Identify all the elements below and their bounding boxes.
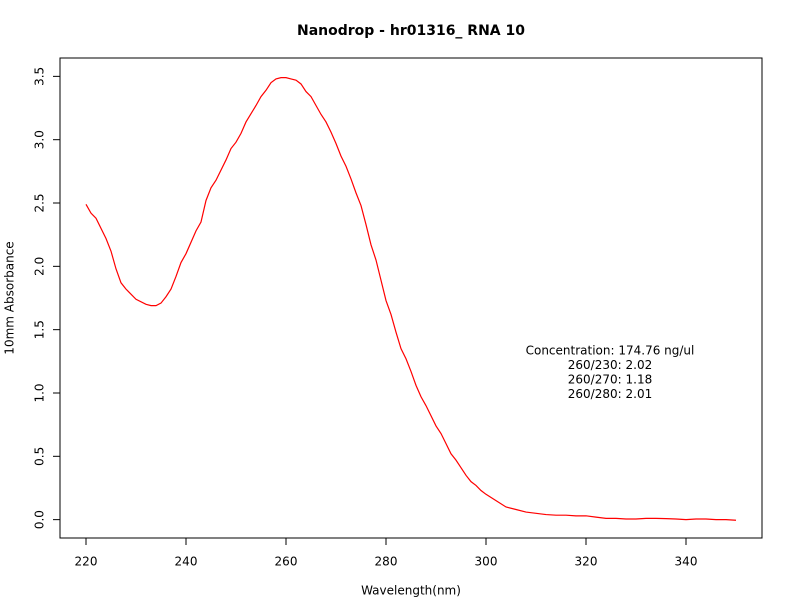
y-tick-label: 2.0 — [33, 257, 47, 276]
y-tick-label: 2.5 — [33, 193, 47, 212]
y-tick-label: 3.0 — [33, 130, 47, 149]
annotation: Concentration: 174.76 ng/ul — [526, 344, 695, 358]
x-tick-label: 340 — [675, 555, 698, 569]
x-tick-label: 300 — [475, 555, 498, 569]
y-axis-label: 10mm Absorbance — [3, 241, 17, 354]
y-tick-label: 1.5 — [33, 320, 47, 339]
x-tick-label: 240 — [175, 555, 198, 569]
annotation: 260/280: 2.01 — [568, 387, 652, 401]
x-axis-label: Wavelength(nm) — [361, 584, 461, 598]
data-line — [85, 77, 737, 521]
annotation: 260/230: 2.02 — [568, 358, 652, 372]
plot-frame — [59, 57, 763, 539]
y-tick-label: 3.5 — [33, 67, 47, 86]
annotation: 260/270: 1.18 — [568, 373, 652, 387]
x-tick-label: 280 — [375, 555, 398, 569]
x-tick-label: 220 — [75, 555, 98, 569]
y-tick-label: 0.0 — [33, 510, 47, 529]
x-tick-label: 320 — [575, 555, 598, 569]
x-tick-label: 260 — [275, 555, 298, 569]
y-tick-label: 0.5 — [33, 447, 47, 466]
chart-title: Nanodrop - hr01316_ RNA 10 — [297, 23, 525, 39]
y-tick-label: 1.0 — [33, 383, 47, 402]
